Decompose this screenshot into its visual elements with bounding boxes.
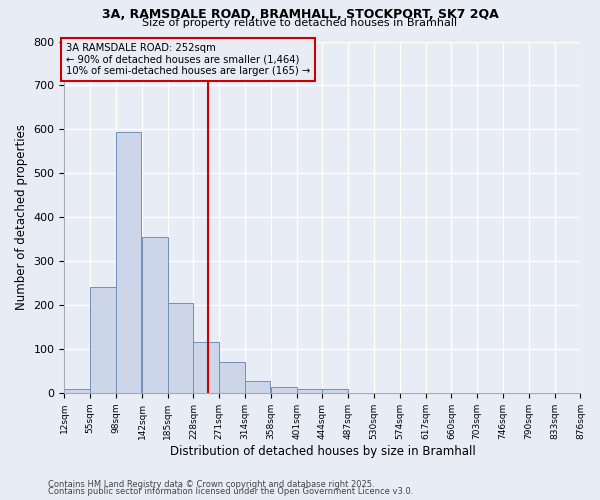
Y-axis label: Number of detached properties: Number of detached properties	[15, 124, 28, 310]
Text: Contains HM Land Registry data © Crown copyright and database right 2025.: Contains HM Land Registry data © Crown c…	[48, 480, 374, 489]
Bar	[193, 342, 219, 393]
Bar	[322, 390, 348, 393]
Bar	[116, 132, 142, 393]
Bar	[64, 390, 90, 393]
Bar	[297, 390, 322, 393]
Text: 3A RAMSDALE ROAD: 252sqm
← 90% of detached houses are smaller (1,464)
10% of sem: 3A RAMSDALE ROAD: 252sqm ← 90% of detach…	[65, 43, 310, 76]
Text: Size of property relative to detached houses in Bramhall: Size of property relative to detached ho…	[142, 18, 458, 28]
X-axis label: Distribution of detached houses by size in Bramhall: Distribution of detached houses by size …	[170, 444, 475, 458]
Bar	[219, 362, 245, 393]
Text: 3A, RAMSDALE ROAD, BRAMHALL, STOCKPORT, SK7 2QA: 3A, RAMSDALE ROAD, BRAMHALL, STOCKPORT, …	[101, 8, 499, 20]
Bar	[168, 303, 193, 393]
Bar	[245, 380, 271, 393]
Bar	[142, 237, 168, 393]
Text: Contains public sector information licensed under the Open Government Licence v3: Contains public sector information licen…	[48, 487, 413, 496]
Bar	[90, 288, 116, 393]
Bar	[271, 386, 297, 393]
